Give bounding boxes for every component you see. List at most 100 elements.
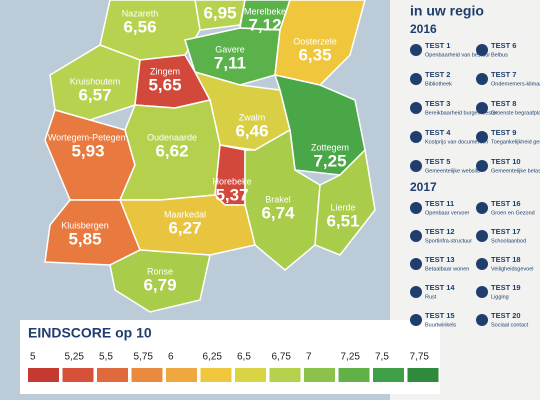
test-number: TEST 15 — [425, 311, 455, 320]
test-label: Openbaarheid van bestuur — [425, 52, 490, 58]
test-label: Kostprijs van documenten — [425, 139, 488, 145]
legend-label: 5,25 — [65, 352, 85, 363]
legend-swatch — [131, 368, 163, 382]
panel-title: in uw regio — [410, 3, 484, 19]
legend-label: 5,75 — [134, 352, 154, 363]
test-icon — [476, 44, 488, 56]
region-score: 5,65 — [148, 75, 181, 94]
test-icon — [476, 73, 488, 85]
test-label: Sociaal contact — [491, 322, 529, 328]
test-icon — [476, 160, 488, 172]
test-label: Betaalbaar wonen — [425, 266, 469, 272]
test-icon — [410, 230, 422, 242]
legend-swatch — [407, 368, 439, 382]
year: 2017 — [410, 180, 437, 194]
test-label: Gemeentelijke website — [425, 168, 480, 174]
region-name: Horebeke — [212, 176, 251, 186]
test-number: TEST 9 — [491, 128, 516, 137]
legend-label: 5,5 — [99, 352, 113, 363]
legend-swatch — [97, 368, 128, 382]
region-score: 6,27 — [168, 218, 201, 237]
region-score: 6,56 — [123, 17, 156, 36]
test-label: Belbus — [491, 52, 508, 58]
legend-label: 6,5 — [237, 352, 251, 363]
test-number: TEST 11 — [425, 199, 454, 208]
test-icon — [410, 258, 422, 270]
region-score: 6,51 — [326, 211, 359, 230]
region-name: Wortegem-Petegem — [48, 132, 128, 142]
legend-swatch — [373, 368, 404, 382]
region-name: Nazareth — [122, 8, 159, 18]
test-label: Gemeentelijke belastingen — [491, 168, 540, 174]
region-score: 7,25 — [313, 151, 346, 170]
legend-label: 7 — [306, 352, 312, 363]
legend-swatch — [200, 368, 232, 382]
region-score: 6,62 — [155, 141, 188, 160]
region-score: 7,12 — [248, 15, 281, 34]
test-number: TEST 7 — [491, 70, 516, 79]
test-icon — [410, 44, 422, 56]
test-label: Openbaar vervoer — [425, 210, 469, 216]
legend-swatch — [62, 368, 94, 382]
test-icon — [476, 202, 488, 214]
test-number: TEST 6 — [491, 41, 516, 50]
legend-swatch — [304, 368, 335, 382]
region-score: 6,79 — [143, 275, 176, 294]
region-name: Maarkedal — [164, 209, 206, 219]
test-icon — [410, 202, 422, 214]
test-label: Ligging — [491, 294, 509, 300]
test-icon — [476, 102, 488, 114]
legend-label: 7,5 — [375, 352, 389, 363]
legend-swatch — [235, 368, 266, 382]
legend-swatch — [166, 368, 197, 382]
region-name: Merelbeke — [244, 6, 286, 16]
test-list: 2016 TEST 1 Openbaarheid van bestuur TEST 2… — [410, 22, 540, 328]
test-number: TEST 4 — [425, 128, 451, 137]
test-icon — [476, 230, 488, 242]
legend-label: 5 — [30, 352, 36, 363]
region-score: 6,74 — [261, 203, 295, 222]
test-label: Schoolaanbod — [491, 238, 526, 244]
region-shape — [314, 148, 376, 256]
region-score: 5,85 — [68, 229, 101, 248]
test-label: Groen en Gezond — [491, 210, 535, 216]
legend-swatch — [338, 368, 370, 382]
region-name: Lierde — [330, 202, 355, 212]
region-score: 6,57 — [78, 85, 111, 104]
test-label: Bibliotheek — [425, 81, 452, 87]
region-name: Zwalm — [239, 112, 266, 122]
legend-label: 7,25 — [341, 352, 361, 363]
test-label: Groenste begraafplaats — [491, 110, 540, 116]
region-name: Oosterzele — [293, 36, 337, 46]
test-label: Veiligheidsgevoel — [491, 266, 534, 272]
region-name: Gavere — [215, 44, 245, 54]
test-number: TEST 12 — [425, 227, 455, 236]
test-number: TEST 18 — [491, 255, 521, 264]
test-label: Rust — [425, 294, 437, 300]
test-icon — [410, 160, 422, 172]
test-icon — [476, 314, 488, 326]
test-label: Sportinfra-structuur — [425, 238, 472, 244]
test-icon — [476, 131, 488, 143]
test-number: TEST 14 — [425, 283, 455, 292]
legend-label: 7,75 — [410, 352, 430, 363]
test-label: Bereikbaarheid burgemeester — [425, 110, 498, 116]
region-name: Oudenaarde — [147, 132, 197, 142]
legend-label: 6 — [168, 352, 174, 363]
legend-label: 6,25 — [203, 352, 223, 363]
year: 2016 — [410, 22, 437, 36]
legend-label: 6,75 — [272, 352, 292, 363]
region-name: Kluisbergen — [61, 220, 109, 230]
test-number: TEST 19 — [491, 283, 521, 292]
test-number: TEST 10 — [491, 157, 521, 166]
region-score: 6,95 — [203, 3, 236, 22]
region-score: 5,93 — [71, 141, 104, 160]
test-number: TEST 8 — [491, 99, 516, 108]
legend-scale: 5 5,25 5,5 5,75 6 6,25 6,5 6,75 7 7,25 7,5 7,75 — [28, 352, 439, 382]
test-number: TEST 20 — [491, 311, 521, 320]
test-number: TEST 13 — [425, 255, 455, 264]
test-number: TEST 1 — [425, 41, 450, 50]
legend-swatch — [28, 368, 59, 382]
region-name: Zottegem — [311, 142, 349, 152]
